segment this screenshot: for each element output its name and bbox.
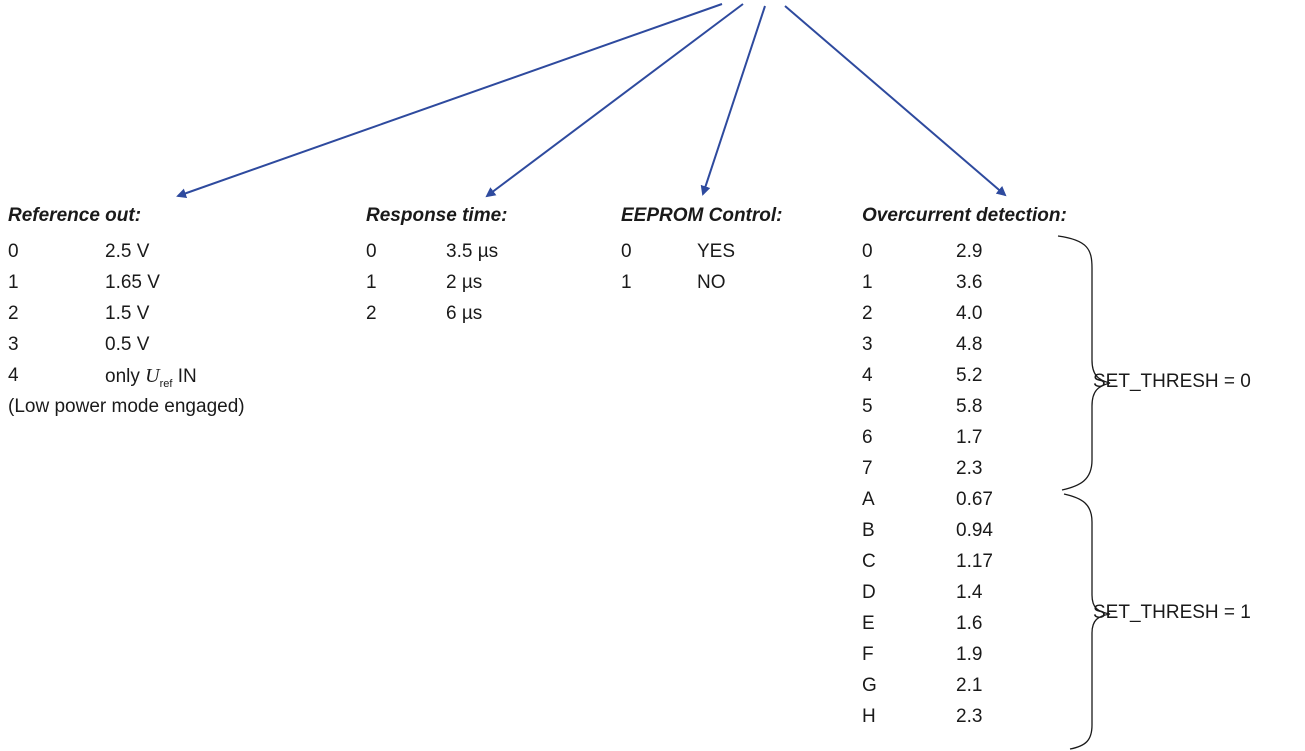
reference-out-code-4: 4: [8, 365, 19, 386]
overcurrent-code-6: 6: [862, 427, 873, 448]
overcurrent-value-15: 2.3: [956, 706, 983, 727]
overcurrent-code-13: F: [862, 644, 874, 665]
reference-out-value-4: only Uref IN: [105, 365, 197, 395]
reference-out-code-1: 1: [8, 272, 19, 293]
reference-out-note: (Low power mode engaged): [8, 396, 245, 417]
arrow-reference-out: [176, 3, 723, 199]
eeprom-control-value-1: NO: [697, 272, 726, 293]
response-time-code-2: 2: [366, 303, 377, 324]
reference-out-code-2: 2: [8, 303, 19, 324]
overcurrent-value-0: 2.9: [956, 241, 983, 262]
overcurrent-value-7: 2.3: [956, 458, 983, 479]
overcurrent-value-8: 0.67: [956, 489, 993, 510]
response-time-value-0: 3.5 µs: [446, 241, 499, 262]
eeprom-control-code-0: 0: [621, 241, 632, 262]
overcurrent-code-15: H: [862, 706, 876, 727]
overcurrent-value-12: 1.6: [956, 613, 983, 634]
response-time-value-1: 2 µs: [446, 272, 483, 293]
overcurrent-code-10: C: [862, 551, 876, 572]
overcurrent-code-3: 3: [862, 334, 873, 355]
overcurrent-code-8: A: [862, 489, 875, 510]
overcurrent-detection-title: Overcurrent detection:: [862, 205, 1067, 226]
uref-symbol: Uref: [145, 365, 173, 390]
overcurrent-value-2: 4.0: [956, 303, 983, 324]
overcurrent-code-5: 5: [862, 396, 873, 417]
reference-out-code-3: 3: [8, 334, 19, 355]
eeprom-control-value-0: YES: [697, 241, 736, 262]
set-thresh-1-label: SET_THRESH = 1: [1093, 602, 1251, 623]
overcurrent-value-5: 5.8: [956, 396, 983, 417]
brace-set-thresh-0: [1057, 235, 1111, 491]
reference-out-value-1: 1.65 V: [105, 272, 160, 293]
reference-out-value-3: 0.5 V: [105, 334, 150, 355]
response-time-code-1: 1: [366, 272, 377, 293]
overcurrent-value-11: 1.4: [956, 582, 983, 603]
reference-out-value-4-prefix: only: [105, 366, 146, 387]
overcurrent-value-14: 2.1: [956, 675, 983, 696]
response-time-title: Response time:: [366, 205, 508, 226]
overcurrent-value-3: 4.8: [956, 334, 983, 355]
overcurrent-value-1: 3.6: [956, 272, 983, 293]
response-time-code-0: 0: [366, 241, 377, 262]
overcurrent-value-9: 0.94: [956, 520, 993, 541]
overcurrent-value-13: 1.9: [956, 644, 983, 665]
arrow-overcurrent-detection: [784, 5, 1007, 197]
eeprom-control-title: EEPROM Control:: [621, 205, 783, 226]
reference-out-value-4-suffix: IN: [172, 366, 197, 387]
overcurrent-code-7: 7: [862, 458, 873, 479]
overcurrent-value-6: 1.7: [956, 427, 983, 448]
overcurrent-code-11: D: [862, 582, 876, 603]
arrow-response-time: [485, 3, 744, 198]
reference-out-value-0: 2.5 V: [105, 241, 150, 262]
response-time-value-2: 6 µs: [446, 303, 483, 324]
overcurrent-code-4: 4: [862, 365, 873, 386]
overcurrent-code-12: E: [862, 613, 875, 634]
arrow-eeprom-control: [700, 5, 766, 196]
set-thresh-0-label: SET_THRESH = 0: [1093, 371, 1251, 392]
overcurrent-code-1: 1: [862, 272, 873, 293]
brace-set-thresh-1: [1063, 493, 1111, 750]
reference-out-value-2: 1.5 V: [105, 303, 150, 324]
overcurrent-code-0: 0: [862, 241, 873, 262]
overcurrent-code-14: G: [862, 675, 877, 696]
overcurrent-code-9: B: [862, 520, 875, 541]
overcurrent-value-4: 5.2: [956, 365, 983, 386]
reference-out-title: Reference out:: [8, 205, 142, 226]
overcurrent-value-10: 1.17: [956, 551, 993, 572]
eeprom-control-code-1: 1: [621, 272, 632, 293]
reference-out-code-0: 0: [8, 241, 19, 262]
overcurrent-code-2: 2: [862, 303, 873, 324]
